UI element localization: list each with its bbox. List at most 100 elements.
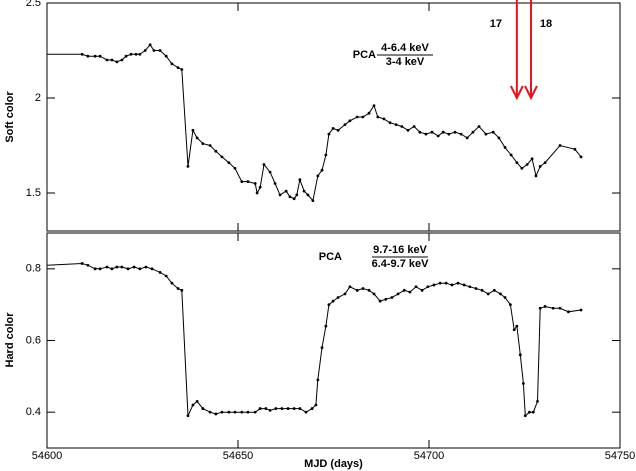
data-line [47, 43, 582, 202]
data-point [465, 136, 469, 140]
data-point [120, 265, 124, 269]
data-point [304, 410, 308, 414]
data-point [93, 267, 97, 271]
data-point [453, 130, 457, 134]
data-point [292, 407, 296, 410]
data-point [264, 407, 268, 410]
annotation-denominator: 6.4-9.7 keV [372, 258, 430, 270]
data-point [462, 283, 466, 287]
data-point [288, 195, 292, 199]
data-point [436, 134, 440, 138]
data-point [129, 52, 133, 56]
data-point [444, 281, 448, 285]
data-point [152, 49, 156, 52]
data-point [530, 157, 534, 161]
data-point [412, 125, 416, 128]
data-point [459, 132, 463, 136]
data-point [573, 147, 577, 151]
data-point [491, 130, 495, 134]
data-point [534, 174, 538, 178]
data-point [214, 149, 218, 153]
data-point [110, 58, 114, 62]
data-point [98, 267, 102, 271]
data-point [523, 414, 527, 418]
data-point [551, 306, 555, 310]
data-point [343, 292, 347, 296]
data-point [372, 104, 376, 107]
annotation-numerator: 9.7-16 keV [373, 244, 427, 256]
data-point [186, 414, 190, 418]
y-tick-label: 2 [35, 92, 41, 104]
data-point [499, 292, 502, 296]
data-point [456, 281, 460, 285]
data-point [508, 303, 512, 307]
data-point [518, 353, 522, 357]
data-point [134, 52, 138, 56]
data-point [538, 306, 542, 310]
x-tick-label: 54750 [605, 450, 636, 462]
data-point [186, 165, 190, 168]
data-point [343, 123, 347, 126]
x-tick-label: 54600 [32, 450, 63, 462]
data-point [324, 153, 328, 157]
data-point [426, 285, 430, 289]
data-point [480, 288, 484, 292]
y-tick-label: 0.6 [26, 334, 41, 346]
data-point [327, 303, 331, 307]
data-point [336, 128, 340, 132]
data-point [195, 400, 199, 403]
data-point [382, 117, 386, 121]
data-point [233, 166, 237, 170]
data-point [246, 410, 250, 414]
data-point [176, 287, 180, 290]
data-point [126, 267, 130, 271]
data-point [144, 265, 148, 269]
arrow-head [509, 85, 524, 101]
data-point [191, 403, 195, 407]
data-point [394, 123, 398, 126]
data-point [314, 403, 318, 407]
data-point [284, 189, 288, 193]
data-point [253, 182, 257, 185]
data-point [253, 410, 257, 414]
data-point [115, 60, 119, 64]
data-point [486, 292, 490, 296]
data-point [503, 296, 507, 299]
data-point [320, 168, 324, 172]
data-point [310, 407, 314, 410]
data-point [348, 285, 352, 289]
data-point [306, 193, 310, 197]
data-point [432, 283, 436, 287]
data-point [336, 296, 340, 299]
data-point [311, 199, 315, 203]
data-point [258, 185, 262, 189]
data-point [531, 410, 535, 414]
data-point [278, 193, 282, 197]
data-point [170, 281, 174, 285]
data-point [268, 408, 272, 412]
data-point [295, 193, 299, 197]
data-point [372, 292, 376, 296]
data-point [543, 305, 547, 308]
data-point [302, 189, 306, 193]
data-point [320, 346, 324, 350]
data-point [124, 54, 128, 58]
data-point [450, 283, 454, 287]
data-point [376, 115, 380, 119]
data-point [274, 407, 278, 410]
data-point [418, 130, 422, 134]
data-point [477, 125, 481, 128]
data-point [246, 180, 250, 184]
data-point [110, 267, 114, 271]
arrow-label: 18 [540, 18, 552, 30]
data-point [543, 161, 547, 165]
data-point [420, 288, 424, 292]
data-point [402, 288, 406, 292]
y-axis-label: Soft color [4, 91, 16, 143]
data-point [331, 299, 335, 303]
data-point [484, 132, 488, 136]
data-point [143, 49, 147, 52]
data-point [201, 142, 205, 146]
data-point [430, 130, 434, 134]
data-point [148, 43, 152, 47]
